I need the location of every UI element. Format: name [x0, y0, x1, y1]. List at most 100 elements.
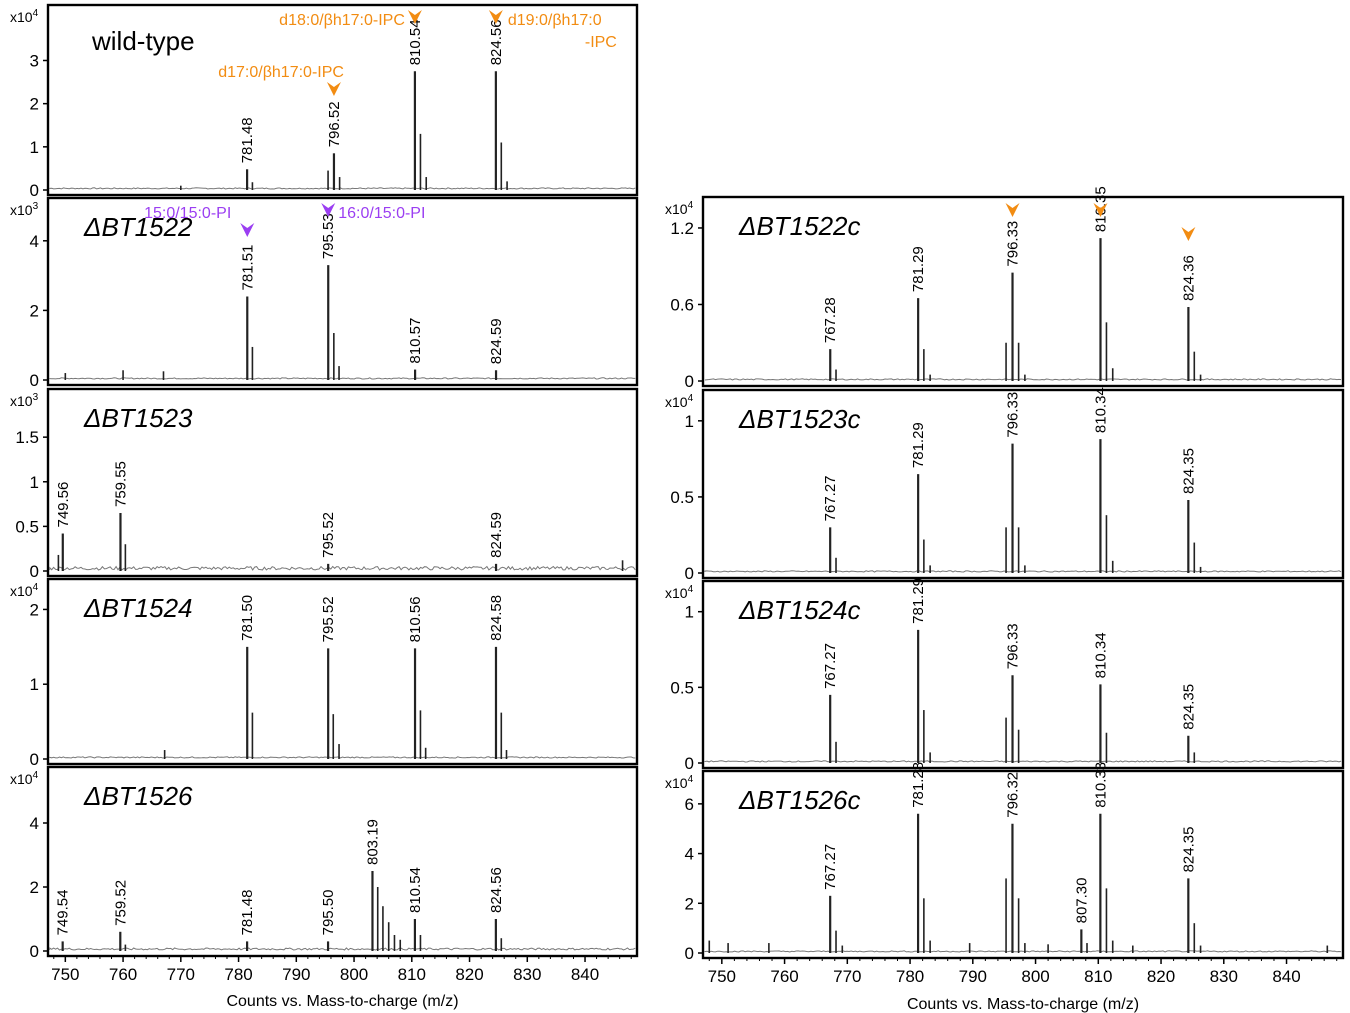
y-tick-label: 2 — [685, 894, 694, 913]
baseline-trace — [704, 378, 1342, 381]
annotation-arrow — [1093, 203, 1108, 217]
panel-title: ΔBT1524 — [83, 593, 193, 623]
baseline-trace — [704, 950, 1342, 953]
peak-label: 810.34 — [1092, 632, 1109, 678]
y-tick-label: 0 — [685, 372, 694, 391]
y-scale-exponent: 4 — [33, 770, 39, 781]
x-tick-label: 840 — [571, 965, 599, 984]
y-tick-label: 4 — [685, 845, 694, 864]
annotation-label: 16:0/15:0-PI — [338, 205, 425, 222]
annotation-label-line2: -IPC — [585, 34, 617, 51]
peak-label: 824.56 — [488, 867, 505, 913]
baseline-trace — [49, 565, 636, 571]
y-scale-base: x10 — [665, 585, 688, 601]
peak-label: 781.51 — [239, 245, 256, 291]
peak-label: 807.30 — [1073, 877, 1090, 923]
peak-label: 796.32 — [1004, 772, 1021, 818]
peak-label: 781.29 — [910, 422, 927, 468]
peak-label: 796.52 — [326, 101, 343, 147]
peak-label: 824.58 — [488, 595, 505, 641]
peak-label: 749.56 — [55, 482, 72, 528]
annotation-arrow — [240, 223, 255, 237]
x-tick-label: 760 — [770, 967, 798, 986]
peak-label: 810.33 — [1092, 762, 1109, 808]
y-scale-base: x10 — [10, 583, 33, 599]
x-tick-label: 780 — [896, 967, 924, 986]
y-tick-label: 0 — [685, 944, 694, 963]
y-scale-label: x104 — [665, 584, 694, 601]
x-tick-label: 790 — [282, 965, 310, 984]
peak-label: 749.54 — [55, 890, 72, 936]
y-tick-label: 0.6 — [670, 295, 694, 314]
y-tick-label: 0.5 — [670, 488, 694, 507]
annotation-label: d19:0/βh17:0 — [508, 12, 602, 29]
baseline-trace — [704, 760, 1342, 763]
peak-label: 824.36 — [1180, 255, 1197, 301]
panel-frame — [701, 195, 1345, 388]
peak-label: 824.35 — [1180, 448, 1197, 494]
peak-label: 824.56 — [488, 19, 505, 65]
panel-frame — [701, 388, 1345, 580]
y-scale-exponent: 3 — [33, 201, 39, 212]
x-tick-label: 790 — [959, 967, 987, 986]
peak-label: 795.50 — [320, 890, 337, 936]
spectrum-panel-d1526c: 767.27 781.28 796.32 807.30 810.33 824.35 0 2 4 6… — [665, 762, 1345, 963]
y-scale-exponent: 4 — [33, 582, 39, 593]
peak-label: 824.59 — [488, 512, 505, 558]
peak-label: 810.34 — [1092, 387, 1109, 433]
panel-title: ΔBT1524c — [738, 595, 861, 625]
y-tick-label: 1 — [30, 473, 39, 492]
peak-label: 781.29 — [910, 578, 927, 624]
y-tick-label: 2 — [30, 600, 39, 619]
peak-label: 796.33 — [1005, 623, 1022, 669]
spectrum-panel-d1523c: 767.27 781.29 796.33 810.34 824.35 0 0.5 1 x104 Δ… — [665, 387, 1345, 583]
y-scale-label: x104 — [10, 770, 39, 787]
baseline-trace — [49, 756, 636, 759]
annotation-arrow — [1005, 203, 1020, 217]
spectrum-panel-wt: 781.48 796.52 810.54 824.56 0 1 2 3 x104 wild-typ… — [10, 3, 639, 200]
x-tick-label: 770 — [833, 967, 861, 986]
panel-frame — [46, 3, 639, 197]
y-tick-label: 1 — [685, 603, 694, 622]
annotation-arrow — [321, 203, 336, 217]
y-tick-label: 4 — [30, 232, 39, 251]
y-tick-label: 1 — [30, 138, 39, 157]
y-scale-label: x104 — [665, 393, 694, 410]
y-scale-base: x10 — [665, 775, 688, 791]
peak-label: 824.35 — [1180, 684, 1197, 730]
annotation-arrow — [326, 82, 341, 96]
y-scale-base: x10 — [10, 771, 33, 787]
annotation-label: d17:0/βh17:0-IPC — [218, 64, 344, 81]
y-tick-label: 0 — [685, 754, 694, 773]
x-tick-label: 820 — [455, 965, 483, 984]
peak-label: 781.50 — [239, 595, 256, 641]
peak-label: 795.52 — [320, 596, 337, 642]
spectrum-panel-d1522c: 767.28781.29796.33810.35824.3600.61.2x10… — [665, 186, 1345, 391]
y-scale-exponent: 4 — [688, 584, 694, 595]
spectrum-panel-d1524c: 767.27 781.29 796.33 810.34 824.35 0 0.5 1 x104 Δ… — [665, 578, 1345, 773]
panel-title: ΔBT1522c — [738, 211, 861, 241]
peak-label: 810.54 — [407, 19, 424, 65]
annotation-arrow — [488, 10, 503, 24]
peak-label: 781.29 — [910, 246, 927, 292]
y-scale-exponent: 4 — [688, 393, 694, 404]
y-tick-label: 0 — [30, 181, 39, 200]
y-tick-label: 0.5 — [15, 517, 39, 536]
y-scale-exponent: 4 — [688, 200, 694, 211]
y-scale-exponent: 4 — [33, 8, 39, 19]
y-scale-base: x10 — [10, 202, 33, 218]
panel-title: ΔBT1526c — [738, 785, 861, 815]
annotation-arrow — [1181, 227, 1196, 241]
x-tick-label: 800 — [1021, 967, 1049, 986]
y-tick-label: 1 — [30, 675, 39, 694]
baseline-trace — [49, 187, 636, 190]
y-tick-label: 0 — [30, 942, 39, 961]
y-tick-label: 2 — [30, 878, 39, 897]
x-tick-label: 770 — [167, 965, 195, 984]
x-tick-label: 820 — [1147, 967, 1175, 986]
y-tick-label: 2 — [30, 301, 39, 320]
panel-frame — [46, 196, 639, 387]
x-tick-label: 840 — [1272, 967, 1300, 986]
y-tick-label: 0 — [685, 564, 694, 583]
